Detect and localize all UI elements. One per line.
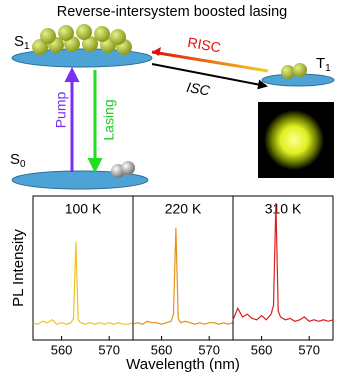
s0-label: S0 xyxy=(10,151,26,170)
risc-label: RISC xyxy=(186,34,222,56)
isc-label: ISC xyxy=(185,79,212,99)
spectrum-line xyxy=(133,228,233,325)
s1-letter: S xyxy=(14,33,24,50)
x-tick-label: 560 xyxy=(251,342,273,357)
molecule xyxy=(293,63,307,77)
x-axis-label: Wavelength (nm) xyxy=(126,356,240,372)
x-tick-label: 570 xyxy=(98,342,120,357)
s1-level xyxy=(12,49,152,67)
diagram-title: Reverse-intersystem boosted lasing xyxy=(57,4,288,20)
panel-frame xyxy=(133,196,233,340)
x-tick-label: 560 xyxy=(51,342,73,357)
s1-label: S1 xyxy=(14,33,30,52)
panel-label: 220 K xyxy=(165,201,202,217)
t1-letter: T xyxy=(316,55,325,72)
pump-label: Pump xyxy=(53,92,69,129)
figure: Reverse-intersystem boosted lasing S1 S0… xyxy=(0,0,337,372)
molecule xyxy=(121,161,135,175)
s1-sub: 1 xyxy=(24,41,30,52)
panel-label: 310 K xyxy=(265,201,302,217)
panel-label: 100 K xyxy=(65,201,102,217)
lasing-label: Lasing xyxy=(101,99,117,140)
emission-spot xyxy=(264,110,324,170)
panel-frame xyxy=(33,196,133,340)
s0-letter: S xyxy=(10,151,20,168)
t1-label: T1 xyxy=(316,55,331,74)
molecule xyxy=(281,65,295,79)
x-tick-label: 570 xyxy=(298,342,320,357)
y-axis-label: PL Intensity xyxy=(10,229,27,307)
s0-sub: 0 xyxy=(20,159,26,170)
t1-sub: 1 xyxy=(325,63,331,74)
spectrum-line xyxy=(233,203,333,321)
spectrum-line xyxy=(33,242,133,324)
